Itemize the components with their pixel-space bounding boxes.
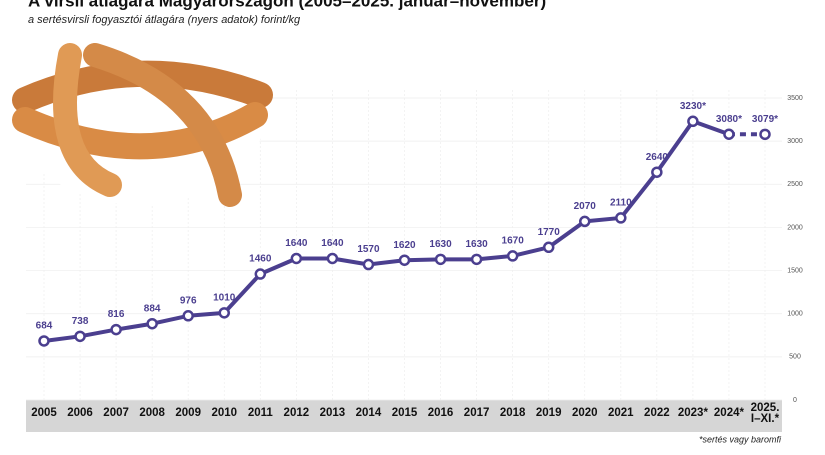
value-label: 1620	[393, 240, 416, 251]
chart-title: A virsli átlagára Magyarországon (2005–2…	[28, 0, 546, 10]
value-label: 1770	[538, 227, 561, 238]
y-tick-label: 500	[789, 354, 801, 361]
value-label: 976	[180, 295, 197, 306]
sausage-illustration	[15, 25, 265, 205]
data-point	[508, 251, 517, 260]
y-tick-label: 2500	[787, 181, 803, 188]
data-point	[292, 254, 301, 263]
value-label: 1670	[502, 236, 525, 247]
data-point	[616, 213, 625, 222]
value-label: 3230*	[680, 101, 706, 112]
value-label: 1630	[429, 239, 452, 250]
x-tick-label: 2020	[572, 407, 598, 419]
data-point	[472, 255, 481, 264]
value-label: 1010	[213, 292, 236, 303]
x-tick-label: 2016	[428, 407, 454, 419]
x-tick-label: 2011	[248, 407, 274, 419]
y-tick-label: 3500	[787, 95, 803, 102]
y-tick-label: 3000	[787, 138, 803, 145]
value-label: 3080*	[716, 114, 742, 125]
x-tick-label: 2021	[608, 407, 634, 419]
footnote: *sertés vagy baromfi	[699, 434, 782, 444]
data-point	[256, 270, 265, 279]
y-tick-label: 1500	[787, 267, 803, 274]
data-point	[652, 168, 661, 177]
x-tick-label: 2015	[392, 407, 418, 419]
data-point	[724, 130, 733, 139]
y-tick-label: 1000	[787, 311, 803, 318]
data-point	[761, 130, 770, 139]
x-tick-label: 2025.I–XI.*	[751, 402, 780, 425]
data-point	[436, 255, 445, 264]
value-label: 3079*	[752, 114, 778, 125]
y-tick-label: 2000	[787, 224, 803, 231]
data-point	[580, 217, 589, 226]
value-label: 684	[36, 321, 53, 332]
value-label: 2110	[610, 198, 632, 209]
data-point	[112, 325, 121, 334]
x-tick-label: 2010	[211, 407, 237, 419]
x-tick-label: 2019	[536, 407, 562, 419]
value-label: 738	[72, 316, 89, 327]
value-label: 1640	[285, 238, 308, 249]
x-tick-label: 2012	[284, 407, 310, 419]
data-point	[364, 260, 373, 269]
data-point	[400, 256, 409, 265]
value-label: 1640	[321, 238, 344, 249]
x-tick-label: 2022	[644, 407, 670, 419]
value-label: 816	[108, 309, 125, 320]
x-tick-label: 2006	[67, 407, 93, 419]
x-tick-label: 2009	[175, 407, 201, 419]
data-point	[220, 308, 229, 317]
data-point	[328, 254, 337, 263]
x-tick-label: 2013	[320, 407, 346, 419]
data-point	[688, 117, 697, 126]
x-tick-label: 2008	[139, 407, 165, 419]
x-tick-label: 2017	[464, 407, 490, 419]
value-label: 1570	[357, 244, 380, 255]
data-point	[40, 336, 49, 345]
y-tick-label: 0	[793, 397, 797, 404]
value-label: 2640	[646, 152, 669, 163]
data-point	[148, 319, 157, 328]
x-tick-label: 2007	[103, 407, 129, 419]
value-label: 1630	[465, 239, 488, 250]
value-label: 2070	[574, 201, 597, 212]
data-point	[76, 332, 85, 341]
x-tick-label: 2023*	[678, 407, 709, 419]
x-tick-label: 2005	[31, 407, 57, 419]
x-tick-label: 2018	[500, 407, 526, 419]
value-label: 884	[144, 303, 161, 314]
value-label: 1460	[249, 254, 272, 265]
chart-subtitle: a sertésvirsli fogyasztói átlagára (nyer…	[28, 14, 301, 26]
data-point	[184, 311, 193, 320]
data-point	[544, 243, 553, 252]
x-tick-label: 2014	[356, 407, 382, 419]
x-tick-label: 2024*	[714, 407, 745, 419]
